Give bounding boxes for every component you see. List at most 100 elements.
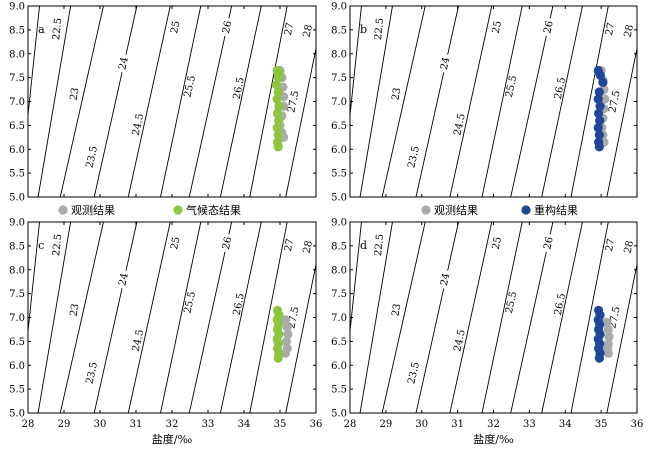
contour-label: 27 (283, 238, 296, 253)
panel-c: 22.52323.52424.52525.52626.52727.5285.05… (9, 218, 322, 447)
contour-label-bg (282, 19, 295, 39)
legend-label: 气候态结果 (186, 203, 241, 217)
x-tick-label: 32 (166, 419, 179, 430)
contour-label-bg (232, 294, 244, 314)
contour-line (415, 6, 459, 197)
contour-label-bg (438, 269, 451, 289)
contour-label-bg (282, 235, 295, 255)
contour-label: 28 (302, 240, 316, 255)
contour-label-bg (542, 17, 554, 37)
x-tick-label: 29 (380, 419, 393, 430)
contour-label: 25 (169, 20, 182, 35)
y-tick-label: 5.0 (331, 409, 347, 420)
x-tick-label: 32 (487, 419, 500, 430)
x-tick-label: 34 (559, 419, 572, 430)
contour-label-bg (407, 147, 420, 167)
contour-label-bg (183, 292, 196, 312)
contour-label: 26.5 (553, 76, 568, 100)
data-point-model (594, 108, 604, 119)
y-tick-label: 9.0 (331, 2, 347, 13)
contour-line (188, 6, 233, 197)
contour-label: 26 (221, 20, 234, 35)
data-point-observed (281, 336, 292, 346)
data-point-model (598, 77, 608, 87)
contour-line (606, 46, 637, 197)
data-point-model (594, 353, 604, 363)
x-tick-label: 36 (631, 419, 644, 430)
contour-label: 28 (302, 24, 316, 39)
contour-label-bg (490, 233, 503, 253)
legend-marker (421, 205, 431, 215)
contour-line (188, 222, 233, 413)
y-tick-label: 6.0 (331, 145, 347, 156)
y-tick-label: 6.0 (9, 361, 25, 372)
data-point-observed (280, 348, 290, 358)
contour-label-bg (453, 330, 465, 351)
x-tick-label: 28 (344, 419, 357, 430)
x-tick-label: 34 (238, 419, 251, 430)
y-tick-label: 8.5 (331, 241, 347, 252)
contour-label: 24 (439, 56, 453, 71)
x-tick-label: 31 (451, 419, 464, 430)
contour-label: 24 (117, 272, 131, 287)
data-point-model (595, 101, 605, 111)
contour-line (381, 222, 426, 413)
contour-label: 25 (491, 20, 504, 35)
contour-line (160, 222, 202, 413)
legend-marker (521, 205, 531, 215)
x-tick-label: 30 (94, 419, 107, 430)
contour-label-bg (51, 19, 62, 39)
contour-label-bg (68, 300, 80, 320)
contour-label-bg (131, 330, 144, 351)
contour-line (160, 6, 202, 197)
contour-label: 23.5 (85, 145, 101, 169)
contour-label: 26 (542, 20, 555, 35)
contour-line (510, 222, 554, 413)
y-tick-label: 6.5 (331, 121, 347, 132)
contour-label-bg (504, 76, 517, 96)
data-point-model (593, 123, 603, 133)
y-tick-label: 7.0 (9, 313, 25, 324)
data-point-model (594, 130, 604, 140)
contour-label: 24.5 (131, 329, 147, 353)
y-tick-label: 5.0 (9, 409, 25, 420)
y-tick-label: 7.5 (9, 73, 25, 84)
panel-letter: b (360, 23, 367, 36)
contour-label: 23 (390, 87, 403, 101)
y-tick-label: 8.0 (9, 49, 25, 60)
contour-label-bg (85, 147, 98, 167)
contour-label: 27 (604, 238, 617, 253)
contour-label-bg (608, 91, 620, 112)
contour-label-bg (301, 21, 314, 41)
contour-line (37, 222, 72, 413)
contour-label: 28 (623, 240, 637, 255)
contour-label: 24 (117, 56, 131, 71)
data-point-model (594, 142, 604, 152)
y-tick-label: 6.5 (9, 337, 25, 348)
contour-label: 25 (491, 236, 504, 251)
y-tick-label: 9.0 (9, 218, 25, 229)
contour-line (93, 222, 138, 413)
contour-label-bg (287, 91, 299, 112)
panel-letter: a (38, 23, 45, 36)
data-point-observed (280, 315, 290, 325)
legend-marker (58, 205, 68, 215)
y-tick-label: 9.0 (9, 2, 25, 13)
legend-right: 观测结果 重构结果 (421, 203, 578, 217)
contour-label: 22.5 (51, 17, 64, 40)
contour-label: 26.5 (232, 76, 247, 100)
data-point-model (594, 87, 604, 97)
data-point-model (273, 130, 283, 140)
y-tick-label: 6.0 (9, 145, 25, 156)
y-tick-label: 8.5 (331, 25, 347, 36)
y-tick-label: 7.5 (331, 289, 347, 300)
contour-label-bg (438, 53, 451, 73)
x-tick-label: 29 (58, 419, 71, 430)
contour-line (37, 6, 72, 197)
contour-label-bg (68, 84, 80, 104)
contour-label: 27 (283, 22, 296, 37)
contour-label-bg (553, 78, 566, 98)
